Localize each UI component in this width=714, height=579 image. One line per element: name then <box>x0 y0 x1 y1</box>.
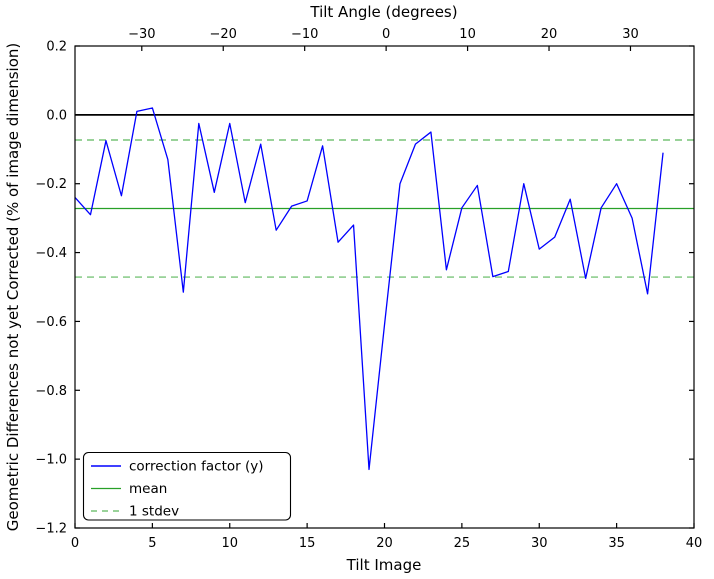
x-tick-label-bottom: 20 <box>376 536 393 551</box>
x-tick-label-top: −30 <box>128 27 155 42</box>
axis-tick-labels: 0 5 10 15 20 25 30 35 40 −30 −20 −10 0 10 20 30 0.2 0.0 −0… <box>35 27 702 551</box>
x-tick-label-bottom: 15 <box>299 536 316 551</box>
x-tick-label-bottom: 30 <box>531 536 548 551</box>
legend-box <box>82 451 292 521</box>
top-axis-label: Tilt Angle (degrees) <box>309 3 457 21</box>
x-tick-label-bottom: 10 <box>221 536 238 551</box>
y-axis-label: Geometric Differences not yet Corrected … <box>4 43 22 532</box>
y-tick-label: −0.2 <box>35 177 67 192</box>
y-tick-label: −1.0 <box>35 453 67 468</box>
y-tick-label: 0.2 <box>46 40 67 55</box>
x-tick-label-top: 30 <box>622 27 639 42</box>
legend-entry-label: mean <box>129 481 167 497</box>
x-tick-label-bottom: 25 <box>454 536 471 551</box>
x-tick-label-top: 20 <box>541 27 558 42</box>
reference-lines <box>75 113 694 278</box>
y-tick-label: 0.0 <box>46 108 67 123</box>
x-tick-label-top: −10 <box>291 27 318 42</box>
legend-entry-label: 1 stdev <box>129 504 179 520</box>
legend-entry-stdev: 1 stdev <box>91 504 179 520</box>
y-tick-label: −0.8 <box>35 384 67 399</box>
y-tick-label: −0.6 <box>35 315 67 330</box>
legend: correction factor (y) mean 1 stdev <box>82 451 292 521</box>
legend-entry-label: correction factor (y) <box>129 459 264 475</box>
axis-ticks <box>74 45 695 529</box>
legend-entry-correction-factor: correction factor (y) <box>91 459 264 475</box>
x-tick-label-top: −20 <box>210 27 237 42</box>
x-tick-label-top: 10 <box>459 27 476 42</box>
x-tick-label-bottom: 40 <box>686 536 703 551</box>
plot-area <box>75 46 694 528</box>
y-tick-label: −0.4 <box>35 246 67 261</box>
legend-entry-mean: mean <box>91 481 167 497</box>
y-tick-label: −1.2 <box>35 522 67 537</box>
x-tick-label-top: 0 <box>382 27 390 42</box>
correction-factor-line <box>74 107 664 471</box>
bottom-axis-label: Tilt Image <box>346 556 422 574</box>
x-tick-label-bottom: 0 <box>71 536 79 551</box>
x-tick-label-bottom: 35 <box>608 536 625 551</box>
x-tick-label-bottom: 5 <box>148 536 156 551</box>
